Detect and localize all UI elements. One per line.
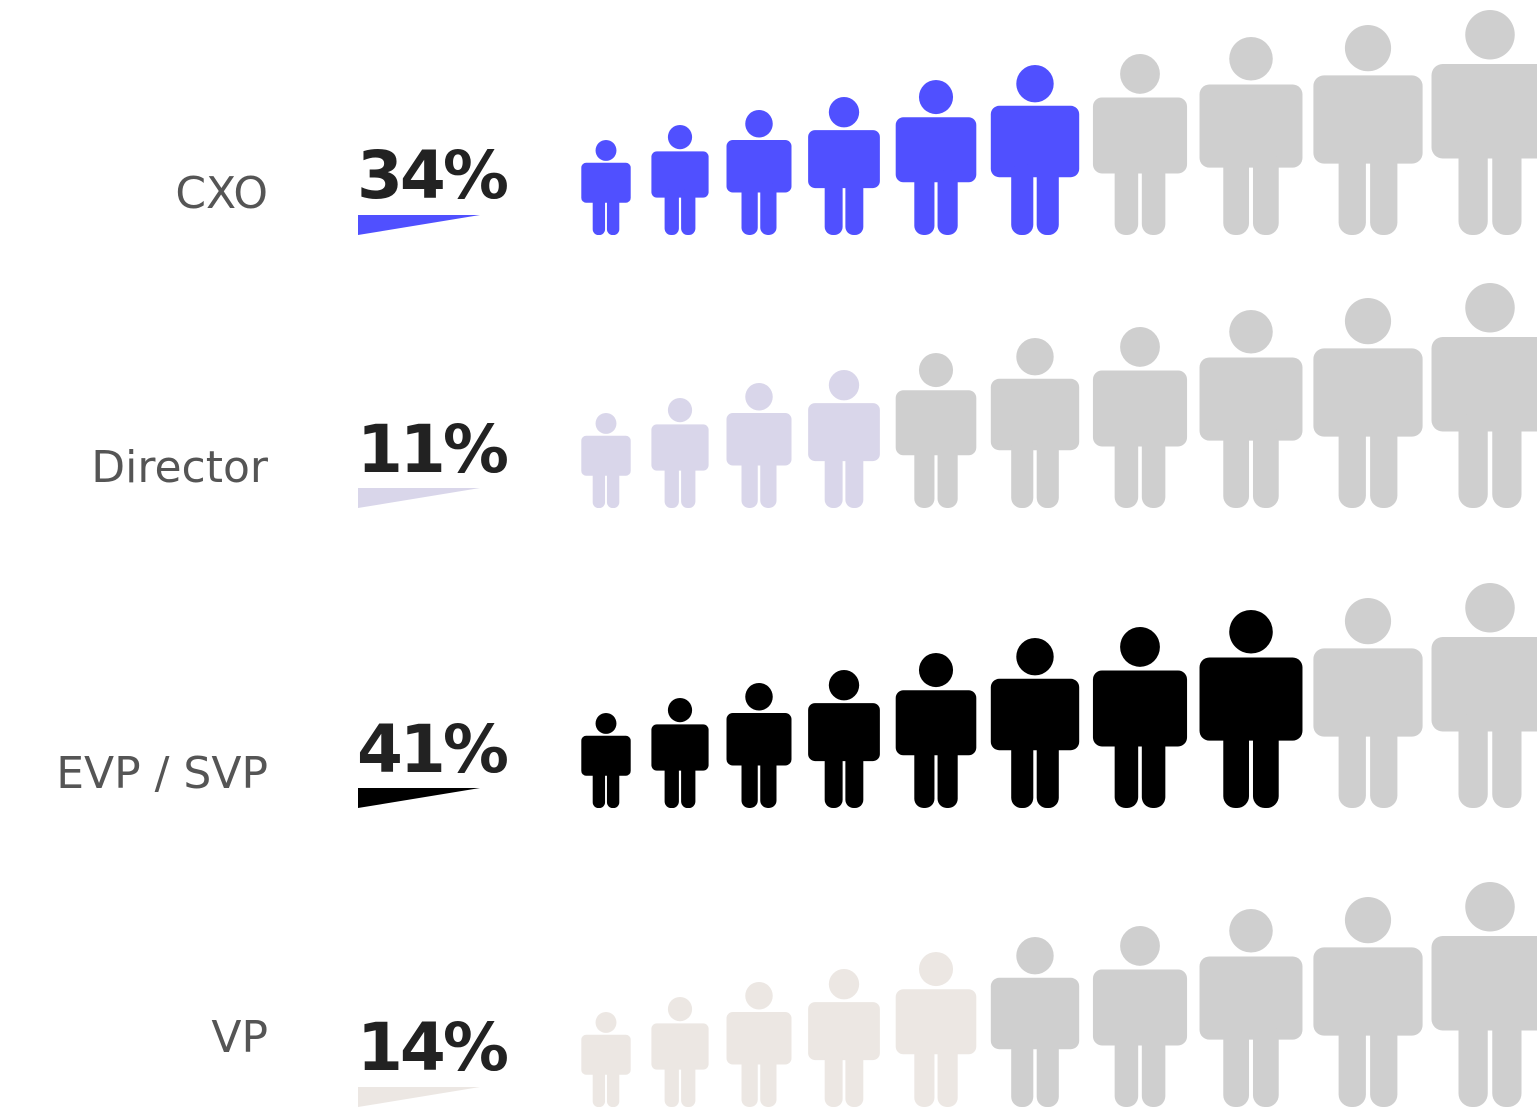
person-icon-empty [895, 353, 977, 508]
person-icon-empty [1313, 897, 1423, 1107]
person-icon-filled [808, 370, 880, 508]
person-icon-empty [1199, 37, 1303, 235]
percent-underline [358, 1087, 480, 1107]
person-icon-empty [1431, 882, 1537, 1107]
person-icon-filled [651, 398, 709, 508]
person-icon-empty [1431, 10, 1537, 235]
person-icons [581, 10, 1537, 235]
row-percent-label: 14% [357, 1009, 508, 1086]
row-label: EVP / SVP [56, 748, 268, 799]
person-icon-filled [651, 125, 709, 235]
person-icon-filled [1092, 627, 1188, 808]
person-icon-empty [1092, 327, 1188, 508]
person-icon-empty [990, 338, 1080, 508]
person-icon-filled [990, 65, 1080, 235]
row-director: Director 11% [91, 283, 1537, 508]
person-icon-filled [581, 140, 631, 235]
person-icon-filled [726, 982, 792, 1107]
person-icon-filled [581, 1012, 631, 1107]
person-icon-empty [1199, 909, 1303, 1107]
person-icon-filled [895, 80, 977, 235]
row-percent-label: 34% [357, 137, 508, 214]
person-icon-filled [990, 638, 1080, 808]
person-icon-empty [1313, 298, 1423, 508]
row-percent-label: 41% [357, 711, 508, 788]
person-icon-filled [651, 698, 709, 808]
person-icon-empty [1431, 283, 1537, 508]
person-icon-empty [1199, 310, 1303, 508]
person-icon-filled [726, 683, 792, 808]
percent-underline [358, 788, 480, 808]
person-icon-filled [726, 110, 792, 235]
person-icon-empty [1431, 583, 1537, 808]
person-icon-empty [1313, 598, 1423, 808]
person-icon-filled [1199, 610, 1303, 808]
person-icon-filled [895, 952, 977, 1107]
person-icons [581, 283, 1537, 508]
row-vp: VP 14% [211, 882, 1537, 1107]
person-icon-empty [990, 937, 1080, 1107]
percent-underline [358, 215, 480, 235]
row-evp-svp: EVP / SVP 41% [56, 583, 1537, 808]
person-icons [581, 583, 1537, 808]
person-icon-empty [1092, 54, 1188, 235]
person-icon-filled [581, 413, 631, 508]
person-icon-filled [651, 997, 709, 1107]
person-icon-filled [895, 653, 977, 808]
row-label: CXO [175, 168, 268, 219]
person-icons [581, 882, 1537, 1107]
person-icon-filled [808, 670, 880, 808]
percent-underline [358, 488, 480, 508]
person-icon-empty [1313, 24, 1423, 235]
row-percent-label: 11% [357, 411, 508, 488]
row-label: Director [91, 442, 269, 493]
row-label: VP [211, 1012, 268, 1063]
person-icon-filled [726, 383, 792, 508]
person-icon-filled [808, 969, 880, 1107]
person-icon-filled [808, 97, 880, 235]
person-icon-empty [1092, 926, 1188, 1107]
row-cxo: CXO 34% [175, 10, 1537, 235]
person-icon-filled [581, 713, 631, 808]
